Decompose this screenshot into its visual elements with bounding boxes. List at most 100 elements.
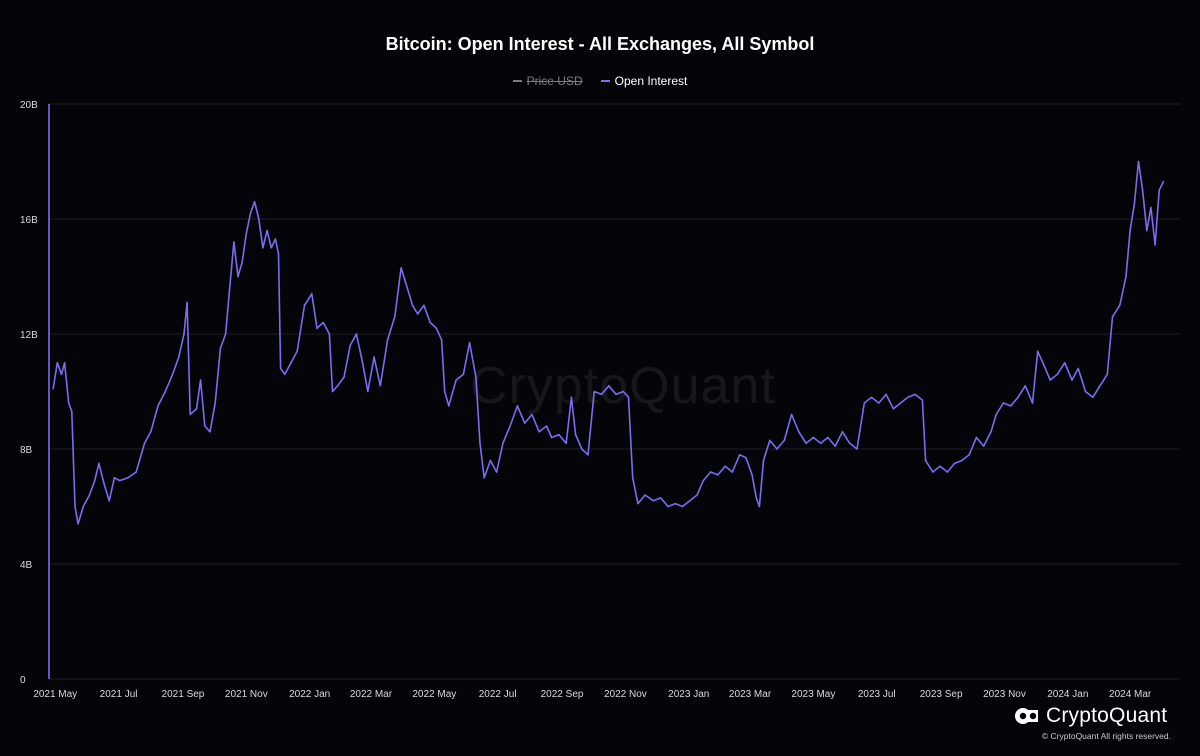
data-point-152 [953, 462, 956, 465]
data-point-102 [615, 393, 617, 396]
legend-label-open-interest: Open Interest [614, 74, 688, 88]
x-axis: 2021 May 2021 Jul 2021 Sep 2021 Nov 2022 Jan… [33, 689, 1152, 700]
data-point-186 [1162, 180, 1165, 183]
data-point-163 [1031, 402, 1034, 404]
data-point-99 [593, 390, 596, 393]
data-point-80 [475, 376, 477, 378]
data-point-81 [479, 442, 481, 445]
data-point-179 [1133, 203, 1136, 206]
data-point-23 [178, 356, 180, 358]
data-point-79 [468, 341, 471, 344]
data-point-19 [149, 430, 152, 433]
data-point-9 [88, 494, 91, 496]
data-point-12 [103, 482, 105, 485]
data-point-161 [1017, 396, 1019, 399]
data-point-65 [386, 338, 389, 341]
data-point-70 [416, 313, 419, 315]
x-tick-label: 2022 Jan [289, 689, 330, 700]
data-point-146 [914, 393, 916, 396]
data-point-180 [1137, 160, 1140, 163]
data-point-119 [731, 471, 734, 473]
data-point-64 [379, 384, 382, 387]
data-point-174 [1106, 373, 1109, 376]
data-point-35 [233, 241, 235, 243]
y-tick-label: 20B [20, 100, 38, 111]
data-point-67 [400, 267, 402, 269]
data-point-76 [448, 405, 450, 407]
data-point-29 [203, 425, 206, 427]
data-point-75 [443, 390, 446, 393]
series-line-open-interest [48, 104, 1165, 679]
data-point-47 [279, 367, 282, 370]
data-point-71 [423, 304, 425, 307]
data-point-158 [995, 413, 997, 416]
data-point-142 [885, 393, 887, 396]
data-point-60 [355, 333, 358, 335]
data-point-15 [118, 479, 121, 482]
data-point-68 [406, 287, 409, 289]
data-point-184 [1154, 244, 1156, 246]
data-point-86 [509, 425, 511, 427]
x-tick-label: 2023 Jan [668, 689, 709, 700]
data-point-66 [394, 315, 396, 318]
data-point-90 [538, 430, 541, 433]
legend-item-price-usd[interactable]: Price USD [512, 74, 583, 88]
data-point-6 [74, 505, 76, 508]
data-point-16 [127, 476, 129, 479]
data-point-26 [189, 413, 192, 416]
data-point-4 [67, 402, 70, 404]
x-tick-label: 2022 Sep [541, 689, 584, 700]
data-point-22 [171, 373, 174, 376]
x-tick-label: 2022 May [412, 689, 456, 700]
data-point-136 [841, 430, 844, 433]
data-point-10 [93, 479, 96, 482]
data-point-130 [798, 430, 800, 433]
data-point-149 [932, 471, 934, 473]
data-point-11 [98, 462, 100, 465]
data-point-165 [1042, 361, 1044, 364]
brand: CryptoQuant [1014, 704, 1167, 728]
data-point-128 [783, 439, 786, 442]
data-point-148 [924, 459, 927, 462]
data-point-24 [183, 333, 185, 335]
data-point-77 [455, 379, 457, 381]
data-point-46 [277, 252, 280, 255]
x-tick-label: 2021 Nov [225, 689, 268, 700]
data-point-96 [574, 433, 577, 436]
data-point-164 [1036, 350, 1039, 353]
data-point-69 [411, 304, 414, 307]
data-point-116 [709, 471, 712, 473]
legend-item-open-interest[interactable]: Open Interest [600, 74, 688, 88]
data-point-185 [1158, 189, 1161, 192]
data-point-120 [738, 453, 741, 456]
data-point-52 [310, 292, 313, 295]
data-point-106 [637, 502, 639, 505]
data-point-101 [607, 384, 610, 387]
x-tick-label: 2023 Jul [858, 689, 896, 700]
data-point-123 [755, 497, 758, 499]
x-tick-label: 2021 Sep [162, 689, 205, 700]
data-point-87 [516, 405, 519, 407]
data-point-144 [899, 402, 902, 404]
data-point-145 [907, 396, 909, 399]
data-point-147 [921, 399, 924, 401]
data-point-73 [435, 327, 438, 330]
data-point-54 [322, 321, 324, 324]
data-point-155 [975, 436, 978, 439]
data-point-175 [1111, 315, 1114, 318]
data-point-143 [892, 407, 895, 410]
y-axis: 0 4B 8B 12B 16B 20B [20, 100, 38, 686]
data-point-127 [776, 448, 778, 450]
data-point-132 [812, 436, 815, 439]
data-point-139 [863, 402, 866, 404]
data-point-159 [1002, 402, 1005, 404]
data-point-1 [56, 361, 59, 364]
data-point-118 [724, 465, 726, 468]
data-point-98 [587, 453, 589, 456]
data-point-58 [343, 376, 345, 378]
brand-name: CryptoQuant [1046, 704, 1168, 727]
data-point-125 [762, 459, 765, 462]
data-point-110 [667, 505, 669, 508]
data-point-141 [878, 402, 880, 404]
data-point-21 [164, 390, 167, 393]
